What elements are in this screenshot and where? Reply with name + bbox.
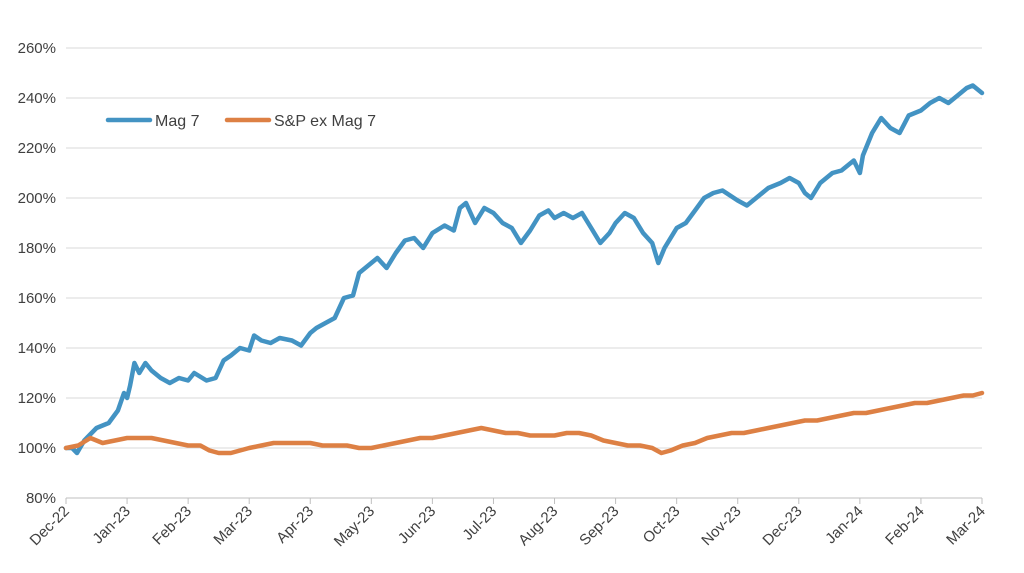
x-tick-label: Oct-23	[640, 503, 684, 547]
x-tick-label: Jun-23	[395, 503, 439, 547]
y-tick-label: 200%	[18, 190, 56, 207]
y-tick-label: 240%	[18, 90, 56, 107]
y-tick-label: 120%	[18, 390, 56, 407]
x-tick-label: Feb-23	[149, 503, 195, 549]
y-tick-label: 80%	[26, 490, 56, 507]
x-tick-label: Nov-23	[698, 503, 744, 549]
x-tick-label: Sep-23	[576, 503, 622, 549]
y-tick-label: 260%	[18, 40, 56, 57]
x-tick-label: Mar-24	[943, 503, 989, 549]
x-tick-label: May-23	[331, 503, 378, 550]
x-tick-label: Feb-24	[882, 503, 928, 549]
x-tick-label: Jan-24	[822, 503, 866, 547]
x-tick-label: Mar-23	[210, 503, 256, 549]
x-tick-label: Aug-23	[515, 503, 561, 549]
legend-label-sp-ex-mag7: S&P ex Mag 7	[274, 113, 376, 130]
series-line-mag7	[63, 83, 985, 456]
y-tick-label: 220%	[18, 140, 56, 157]
y-tick-label: 100%	[18, 440, 56, 457]
x-tick-label: Jan-23	[89, 503, 133, 547]
x-tick-label: Dec-22	[27, 503, 73, 549]
series-lines	[63, 83, 985, 456]
y-tick-label: 180%	[18, 240, 56, 257]
x-tick-label: Jul-23	[459, 503, 500, 544]
y-tick-label: 160%	[18, 290, 56, 307]
legend: Mag 7 S&P ex Mag 7	[105, 113, 376, 130]
y-tick-label: 140%	[18, 340, 56, 357]
series-line-sp-ex-mag7	[63, 390, 985, 456]
gridlines	[66, 47, 982, 449]
legend-label-mag7: Mag 7	[155, 113, 200, 130]
x-tick-label: Apr-23	[273, 503, 317, 547]
x-tick-label: Dec-23	[759, 503, 805, 549]
